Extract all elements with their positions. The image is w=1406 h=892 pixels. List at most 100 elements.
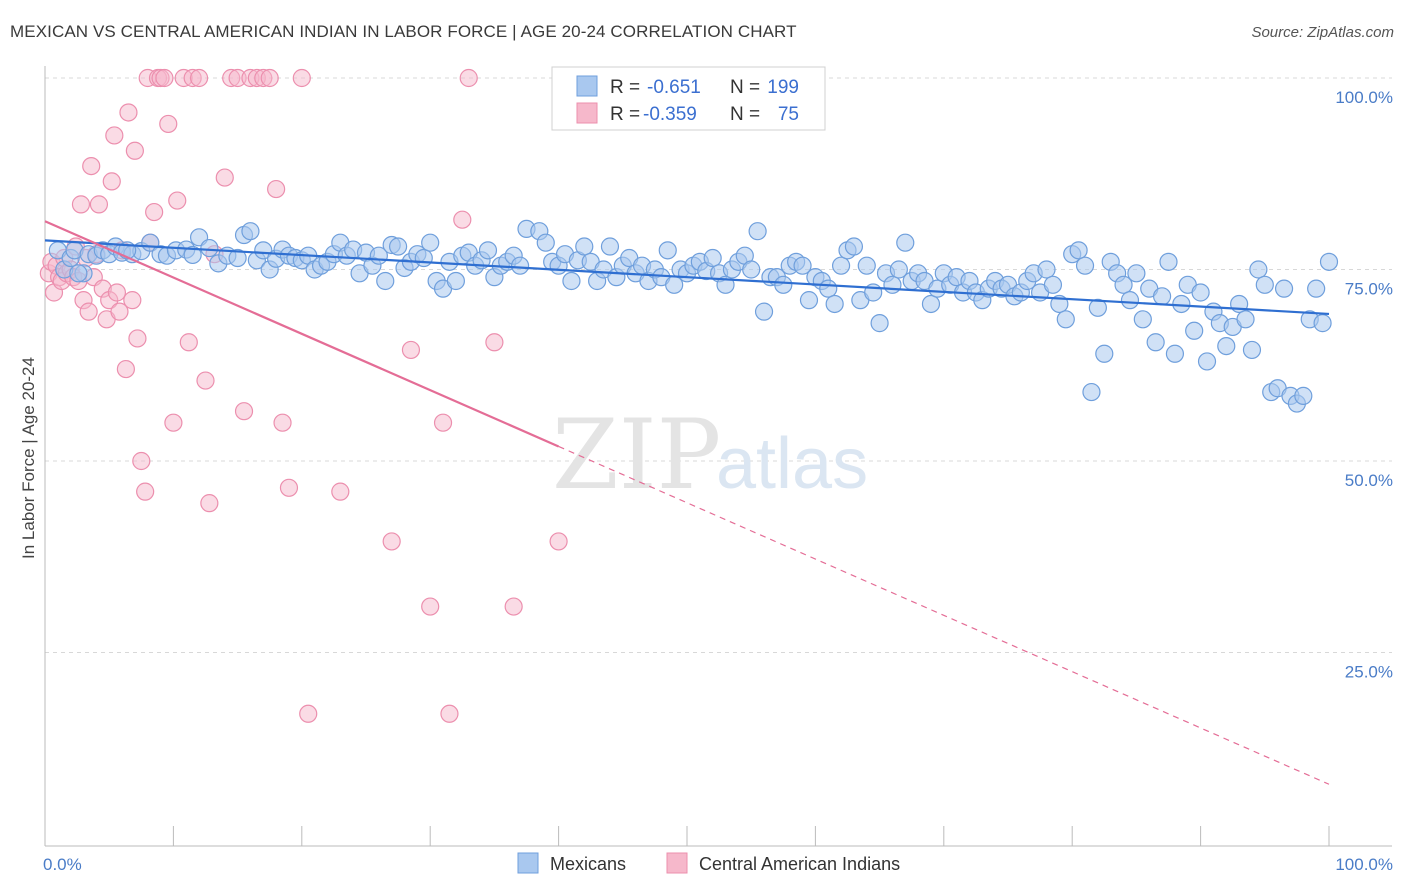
y-tick-label: 100.0% xyxy=(1335,88,1393,107)
mexican-point xyxy=(870,314,889,333)
legend-n-value-2: 75 xyxy=(778,104,799,125)
cai-point xyxy=(155,68,174,88)
mexican-point xyxy=(1185,321,1204,340)
mexican-point xyxy=(1172,294,1191,314)
cai-point xyxy=(110,302,129,321)
cai-point xyxy=(382,532,401,551)
mexican-point xyxy=(703,248,722,268)
cai-point xyxy=(279,478,299,497)
mexican-point xyxy=(1313,314,1332,333)
cai-point xyxy=(179,333,198,352)
mexican-point xyxy=(376,271,395,291)
legend-r-value-1: -0.651 xyxy=(647,77,701,98)
mexican-point xyxy=(658,241,677,260)
bottom-legend-swatch-cai xyxy=(666,852,688,874)
cai-point xyxy=(136,482,155,501)
cai-point xyxy=(504,597,523,616)
mexican-point xyxy=(844,237,864,256)
cai-point xyxy=(79,302,98,321)
legend-n-label-1: N = xyxy=(730,77,760,98)
mexican-point xyxy=(896,233,915,252)
y-tick-label: 25.0% xyxy=(1345,663,1393,682)
cai-point xyxy=(260,68,279,88)
cai-point xyxy=(119,103,138,122)
cai-point xyxy=(71,195,91,214)
mexican-point xyxy=(1159,252,1178,271)
cai-point xyxy=(89,195,109,214)
y-tick-label: 75.0% xyxy=(1345,280,1393,299)
mexican-point xyxy=(1095,344,1114,363)
mexican-point xyxy=(183,245,202,265)
cai-point xyxy=(200,494,219,513)
mexican-point xyxy=(1249,260,1268,279)
trend-line-cai xyxy=(44,220,560,448)
mexican-point xyxy=(389,237,408,256)
mexican-point xyxy=(1082,382,1101,402)
cai-point xyxy=(215,168,234,187)
cai-point xyxy=(145,202,164,222)
legend-n-label-2: N = xyxy=(730,104,760,125)
mexican-points xyxy=(48,219,1339,413)
mexican-point xyxy=(1056,310,1075,329)
watermark-atlas: atlas xyxy=(716,424,868,504)
cai-point xyxy=(421,597,440,616)
cai-point xyxy=(267,179,286,199)
x-tick-labels: 0.0% 100.0% xyxy=(43,855,1393,874)
mexican-point xyxy=(200,238,219,258)
mexican-point xyxy=(1255,275,1274,294)
series-legend: Mexicans Central American Indians xyxy=(517,852,900,874)
mexican-point xyxy=(857,256,876,275)
mexican-point xyxy=(446,271,465,291)
mexican-point xyxy=(562,271,581,291)
y-tick-label: 50.0% xyxy=(1345,471,1393,490)
mexican-point xyxy=(1242,340,1262,360)
mexican-point xyxy=(421,233,440,252)
cai-point xyxy=(164,413,183,432)
cai-point xyxy=(453,210,472,229)
cai-point xyxy=(102,172,121,191)
source-credit: Source: ZipAtlas.com xyxy=(1251,24,1394,41)
cai-point xyxy=(292,68,311,88)
cai-point xyxy=(116,359,135,379)
chart-title: MEXICAN VS CENTRAL AMERICAN INDIAN IN LA… xyxy=(10,22,797,41)
mexican-point xyxy=(1043,275,1063,294)
mexican-point xyxy=(1037,260,1056,279)
mexican-point xyxy=(1075,256,1095,275)
mexican-point xyxy=(478,241,498,260)
cai-point xyxy=(273,413,292,432)
x-tick-label-max: 100.0% xyxy=(1335,855,1393,874)
cai-point xyxy=(331,482,350,501)
grid-lines xyxy=(45,77,1392,653)
mexican-point xyxy=(1236,310,1255,329)
bottom-legend-mexicans: Mexicans xyxy=(550,854,626,874)
mexican-point xyxy=(1319,252,1339,271)
mexican-point xyxy=(1274,279,1294,298)
mexican-point xyxy=(1191,283,1210,302)
mexican-point xyxy=(1294,386,1313,405)
mexican-point xyxy=(748,222,767,241)
legend-r-label-2: R = xyxy=(610,104,640,125)
mexican-point xyxy=(921,294,941,314)
mexican-point xyxy=(1165,344,1185,363)
mexican-point xyxy=(793,256,812,275)
mexican-point xyxy=(1217,337,1236,356)
legend-n-value-1: 199 xyxy=(767,77,799,98)
mexican-point xyxy=(831,256,851,275)
cai-point xyxy=(299,704,318,723)
mexican-point xyxy=(754,302,774,321)
cai-point xyxy=(189,68,209,88)
cai-point xyxy=(196,371,215,390)
bottom-legend-cai: Central American Indians xyxy=(699,854,900,874)
trend-line-mexicans xyxy=(44,239,1330,316)
mexican-point xyxy=(69,264,88,283)
cai-point xyxy=(433,413,453,432)
mexican-point xyxy=(883,275,902,294)
mexican-point xyxy=(742,260,761,279)
stats-legend: R = -0.651 N = 199 R = -0.359 N = 75 xyxy=(551,66,826,131)
mexican-point xyxy=(819,279,838,298)
mexican-point xyxy=(889,260,908,279)
mexican-point xyxy=(536,233,555,252)
cai-point xyxy=(168,191,187,210)
central-american-indian-points xyxy=(39,68,568,723)
